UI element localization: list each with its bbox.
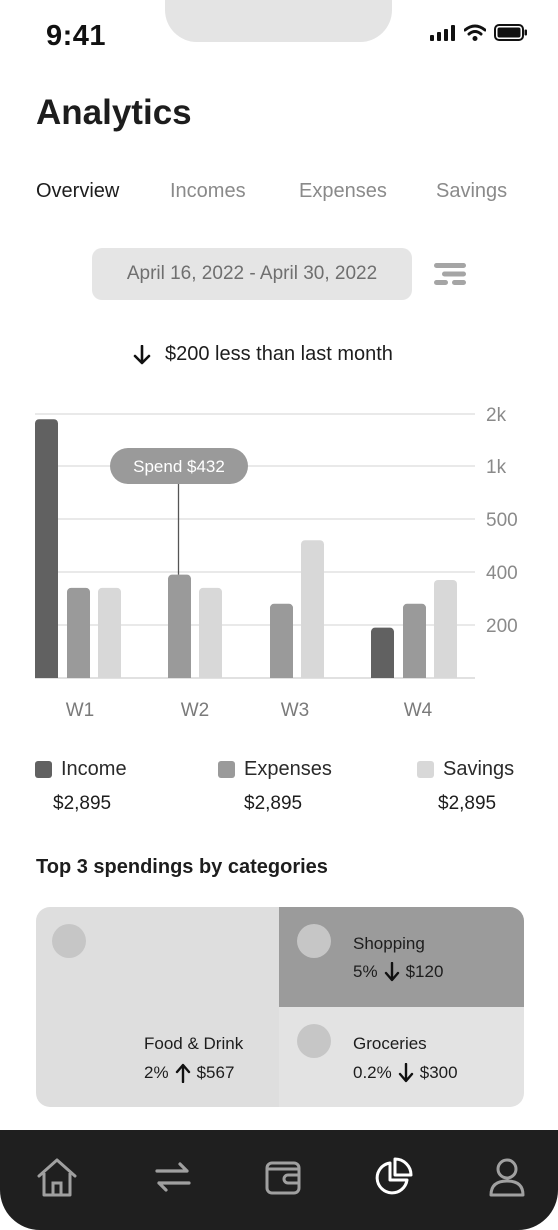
bar-expenses-w4: [403, 603, 426, 678]
bar-base: [301, 670, 324, 678]
bar-expenses-w1: [67, 587, 90, 678]
date-range-picker[interactable]: April 16, 2022 - April 30, 2022: [92, 248, 412, 300]
bar-savings-w1: [98, 587, 121, 678]
x-tick-label: W2: [181, 700, 210, 721]
category-stats: 5% $120: [353, 962, 443, 982]
category-amount: $120: [405, 962, 444, 981]
arrow-down-icon: [398, 1063, 413, 1083]
category-percent: 5%: [353, 962, 378, 981]
transfer-icon: [155, 1162, 191, 1192]
legend-swatch-income: [35, 761, 52, 778]
y-tick-label: 400: [486, 563, 518, 584]
legend-label-savings: Savings: [443, 758, 515, 780]
nav-home[interactable]: [32, 1152, 82, 1202]
bar-savings-w2: [199, 587, 222, 678]
category-stats: 0.2% $300: [353, 1063, 458, 1083]
nav-wallet[interactable]: [258, 1152, 308, 1202]
arrow-up-icon: [175, 1063, 190, 1083]
wallet-icon: [265, 1161, 301, 1195]
category-icon-shopping: [297, 924, 331, 958]
status-time: 9:41: [46, 20, 107, 52]
category-name: Food & Drink: [144, 1034, 244, 1053]
bar-base: [434, 670, 457, 678]
bar-expenses-w3: [270, 603, 293, 678]
bar-income-w1: [35, 419, 58, 678]
date-range-label: April 16, 2022 - April 30, 2022: [126, 263, 378, 284]
home-icon: [37, 1158, 77, 1197]
y-tick-label: 1k: [486, 457, 507, 478]
legend-expenses: Expenses: [218, 758, 332, 781]
category-amount: $567: [196, 1063, 235, 1082]
tab-overview[interactable]: Overview: [36, 180, 120, 202]
tooltip-label: Spend $432: [133, 457, 225, 476]
category-amount: $300: [419, 1063, 458, 1082]
bar-base: [270, 670, 293, 678]
comparison-text: $200 less than last month: [165, 343, 393, 365]
tab-bar: Overview Incomes Expenses Savings: [36, 180, 526, 210]
section-title-top-spendings: Top 3 spendings by categories: [36, 856, 328, 878]
category-name: Shopping: [353, 934, 425, 953]
bar-savings-w3: [301, 540, 324, 678]
x-tick-label: W3: [281, 700, 310, 721]
legend-swatch-savings: [417, 761, 434, 778]
bar-base: [371, 670, 394, 678]
y-tick-label: 200: [486, 616, 518, 637]
legend-swatch-expenses: [218, 761, 235, 778]
category-percent: 0.2%: [353, 1063, 392, 1082]
nav-analytics[interactable]: [368, 1152, 418, 1202]
filter-icon[interactable]: [432, 262, 468, 286]
tab-incomes[interactable]: Incomes: [170, 180, 246, 202]
profile-icon: [489, 1158, 525, 1197]
month-comparison: $200 less than last month: [133, 343, 393, 366]
tab-savings[interactable]: Savings: [436, 180, 508, 202]
category-tile-food-drink[interactable]: Food & Drink 2% $567: [36, 907, 279, 1107]
bar-income-w4: [371, 627, 394, 678]
tooltip-bubble: [110, 448, 248, 484]
bottom-navigation: [0, 1130, 558, 1230]
bar-base: [199, 670, 222, 678]
battery-icon: [494, 24, 527, 41]
category-tile-shopping[interactable]: Shopping 5% $120: [279, 907, 524, 1007]
y-tick-label: 500: [486, 510, 518, 531]
category-stats: 2% $567: [144, 1063, 234, 1083]
signal-icon: [430, 24, 455, 41]
bar-base: [403, 670, 426, 678]
category-tile-groceries[interactable]: Groceries 0.2% $300: [279, 1007, 524, 1107]
x-tick-label: W4: [404, 700, 433, 721]
legend-value-savings: $2,895: [438, 793, 497, 814]
category-name: Groceries: [353, 1034, 427, 1053]
nav-profile[interactable]: [482, 1152, 532, 1202]
category-percent: 2%: [144, 1063, 169, 1082]
status-bar: 9:41: [0, 0, 558, 70]
tab-expenses[interactable]: Expenses: [299, 180, 387, 202]
legend-savings: Savings: [417, 758, 514, 781]
bar-savings-w4: [434, 579, 457, 678]
legend-value-expenses: $2,895: [244, 793, 303, 814]
status-icons: [430, 24, 528, 41]
category-icon-groceries: [297, 1024, 331, 1058]
nav-transfers[interactable]: [148, 1152, 198, 1202]
bar-base: [67, 670, 90, 678]
bar-expenses-w2: [168, 574, 191, 678]
legend-value-income: $2,895: [53, 793, 112, 814]
bar-base: [168, 670, 191, 678]
bar-base: [98, 670, 121, 678]
wifi-icon: [464, 24, 486, 41]
bar-base: [35, 670, 58, 678]
device-notch: [165, 0, 392, 42]
y-tick-label: 2k: [486, 405, 507, 426]
x-tick-label: W1: [66, 700, 95, 721]
legend-income: Income: [35, 758, 127, 781]
pie-chart-icon: [375, 1157, 413, 1195]
weekly-bar-chart: 2k 1k 500 400 200 W1 W2 W3 W4 Spend $432: [35, 405, 518, 721]
category-icon-food-drink: [52, 924, 86, 958]
legend-label-expenses: Expenses: [244, 758, 332, 780]
category-treemap: Food & Drink 2% $567 Shopping 5% $120 Gr…: [36, 907, 524, 1107]
arrow-down-icon: [133, 344, 151, 364]
legend-label-income: Income: [61, 758, 127, 780]
arrow-down-icon: [384, 962, 399, 982]
page-title: Analytics: [36, 93, 192, 132]
